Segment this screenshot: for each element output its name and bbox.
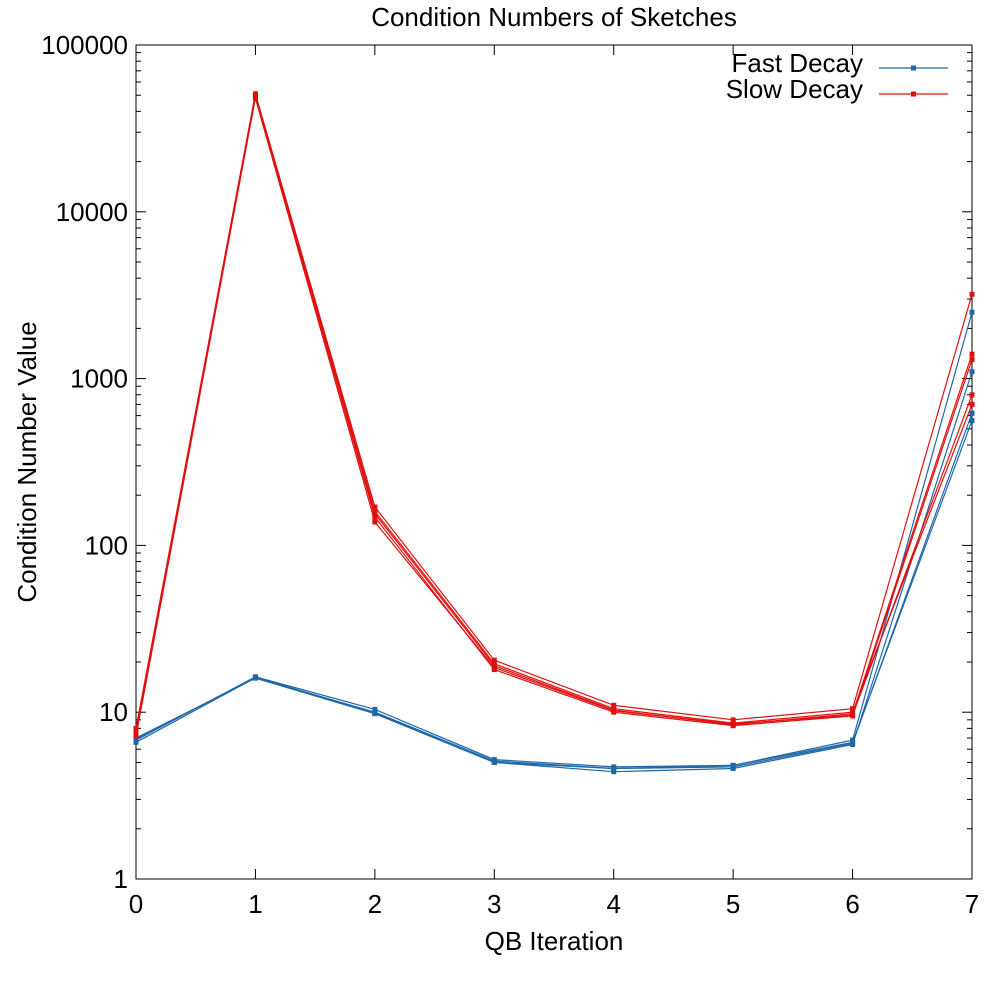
series-layer — [133, 91, 975, 775]
fast-decay-data-point — [730, 762, 736, 768]
slow-decay-series-line — [135, 94, 973, 733]
slow-decay-data-point — [730, 717, 736, 723]
y-tick-label: 100 — [85, 530, 128, 560]
slow-decay-data-point — [372, 504, 378, 510]
fast-decay-data-point — [969, 418, 975, 424]
legend-label: Slow Decay — [726, 74, 863, 104]
slow-decay-data-point — [611, 706, 617, 712]
fast-decay-data-point — [372, 710, 378, 716]
fast-decay-data-point — [372, 706, 378, 712]
slow-decay-data-point — [969, 291, 975, 297]
x-tick-label: 2 — [368, 889, 382, 919]
slow-decay-data-point — [252, 95, 258, 101]
y-tick-label: 10 — [99, 697, 128, 727]
y-axis-label: Condition Number Value — [12, 321, 42, 602]
legend-label: Fast Decay — [732, 48, 864, 78]
slow-decay-data-point — [372, 514, 378, 520]
fast-decay-data-point — [133, 739, 139, 745]
legend-marker — [911, 91, 916, 97]
slow-decay-data-point — [491, 661, 497, 667]
fast-decay-series-line — [135, 371, 973, 773]
fast-decay-data-point — [611, 769, 617, 775]
slow-decay-series-line — [135, 95, 973, 731]
x-tick-label: 3 — [487, 889, 501, 919]
legend-marker — [911, 65, 916, 71]
slow-decay-data-point — [969, 401, 975, 407]
fast-decay-data-point — [850, 739, 856, 745]
x-tick-label: 7 — [965, 889, 979, 919]
slow-decay-data-point — [850, 712, 856, 718]
fast-decay-data-point — [969, 410, 975, 416]
slow-decay-data-point — [850, 706, 856, 712]
y-tick-label: 100000 — [41, 30, 128, 60]
slow-decay-data-point — [850, 709, 856, 715]
slow-decay-series-line — [135, 98, 973, 737]
slow-decay-series-line — [135, 93, 973, 729]
slow-decay-data-point — [611, 702, 617, 708]
slow-decay-data-point — [133, 729, 139, 735]
x-axis: 0 1 2 3 4 5 6 7 — [129, 45, 979, 919]
slow-decay-data-point — [252, 91, 258, 97]
slow-decay-data-point — [133, 733, 139, 739]
fast-decay-series-line — [135, 312, 973, 768]
slow-decay-data-point — [372, 508, 378, 514]
slow-decay-data-point — [491, 657, 497, 663]
slow-decay-data-point — [969, 392, 975, 398]
y-tick-label: 10000 — [56, 197, 128, 227]
slow-decay-data-point — [372, 519, 378, 525]
x-tick-label: 1 — [248, 889, 262, 919]
slow-decay-data-point — [969, 351, 975, 357]
x-axis-label: QB Iteration — [485, 926, 624, 956]
slow-decay-data-point — [969, 357, 975, 363]
plot-frame — [135, 44, 973, 880]
y-tick-label: 1000 — [70, 364, 128, 394]
y-axis: 1 10 100 1000 10000 100000 — [41, 30, 972, 894]
fast-decay-data-point — [491, 759, 497, 765]
fast-decay-data-point — [611, 765, 617, 771]
x-tick-label: 0 — [129, 889, 143, 919]
slow-decay-data-point — [491, 665, 497, 671]
chart-title: Condition Numbers of Sketches — [371, 2, 737, 32]
y-tick-label: 1 — [114, 864, 128, 894]
fast-decay-data-point — [252, 674, 258, 680]
fast-decay-series-line — [135, 420, 973, 770]
fast-decay-data-point — [133, 736, 139, 742]
slow-decay-data-point — [730, 720, 736, 726]
x-tick-label: 6 — [845, 889, 859, 919]
x-tick-label: 4 — [606, 889, 620, 919]
fast-decay-data-point — [969, 369, 975, 375]
fast-decay-data-point — [969, 309, 975, 315]
x-tick-label: 5 — [726, 889, 740, 919]
slow-decay-series-line — [135, 96, 973, 734]
